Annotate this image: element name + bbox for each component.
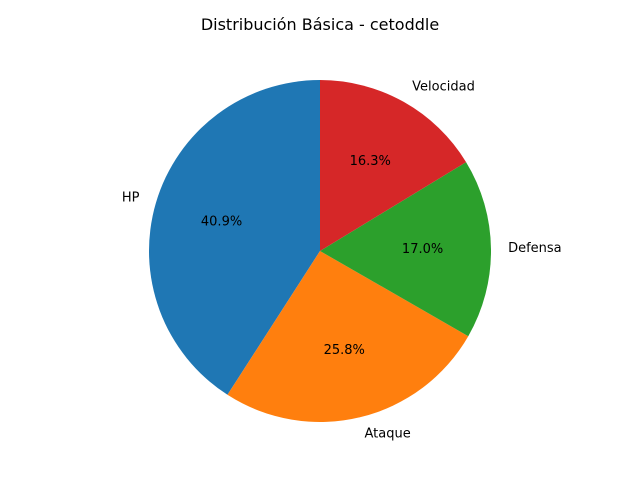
slice-percent-ataque: 25.8% xyxy=(324,343,365,358)
slice-label-defensa: Defensa xyxy=(508,241,562,256)
slice-label-ataque: Ataque xyxy=(364,426,410,441)
pie-slices xyxy=(149,80,492,422)
slice-label-hp: HP xyxy=(122,190,140,205)
pie-slice-hp xyxy=(149,80,320,395)
slice-percent-velocidad: 16.3% xyxy=(350,154,391,169)
pie-slice-velocidad xyxy=(320,80,467,251)
pie-slice-defensa xyxy=(320,162,492,337)
pie-slice-ataque xyxy=(227,251,469,422)
pie-labels: HP 40.9% Ataque 25.8% Defensa 17.0% Velocidad 1… xyxy=(122,80,562,442)
chart-title: Distribución Básica - cetoddle xyxy=(201,15,439,34)
slice-percent-defensa: 17.0% xyxy=(402,242,443,257)
slice-percent-hp: 40.9% xyxy=(201,215,242,230)
slice-label-velocidad: Velocidad xyxy=(412,80,475,95)
